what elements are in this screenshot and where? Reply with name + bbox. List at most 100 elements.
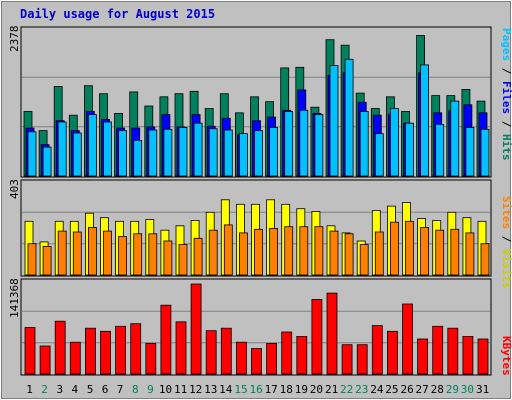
sites-bar: [420, 227, 430, 276]
kbytes-bar: [371, 325, 383, 375]
legend-pages: Pages: [500, 28, 512, 61]
day-label: 7: [117, 383, 124, 396]
day-label: 24: [370, 383, 384, 396]
kbytes-bar: [311, 299, 323, 375]
day-label: 20: [310, 383, 323, 396]
day-labels: 1 2 3 4 5 6 7 8 9 10 11 12 13 14 15 16 17 18 19 20 21 22 23 24 2…: [26, 383, 489, 396]
pages-bar: [314, 114, 324, 177]
sites-bar: [163, 240, 173, 276]
pages-bar: [88, 114, 97, 177]
pages-bar: [359, 111, 369, 177]
sites-bar: [42, 245, 52, 276]
day-label: 23: [355, 383, 368, 396]
legend-files: Files: [500, 81, 512, 114]
day-label: 6: [102, 383, 109, 396]
sites-bar: [72, 231, 82, 276]
day-label: 19: [295, 383, 308, 396]
hits-max-label: 2378: [8, 26, 21, 53]
day-label: 25: [385, 383, 398, 396]
sites-bar: [133, 233, 143, 276]
pages-bar: [208, 128, 218, 177]
legend-top: Pages / Files / Hits: [500, 28, 512, 161]
kbytes-bar: [190, 283, 202, 375]
pages-bar: [389, 108, 399, 177]
sites-bar: [480, 243, 490, 276]
day-label: 31: [476, 383, 489, 396]
sites-bar: [435, 229, 445, 276]
legend-hits: Hits: [500, 134, 512, 161]
chart-title: Daily usage for August 2015: [20, 7, 215, 21]
sites-bar: [27, 243, 37, 276]
kbytes-bar: [356, 344, 368, 375]
pages-bar: [329, 65, 339, 177]
day-label: 15: [234, 383, 247, 396]
sites-bar: [344, 233, 354, 276]
kbytes-bar: [251, 348, 262, 375]
day-label: 1: [26, 383, 33, 396]
day-label: 10: [159, 383, 172, 396]
visits-max-label: 403: [8, 179, 21, 199]
day-label: 13: [204, 383, 217, 396]
kbytes-bar: [386, 330, 398, 375]
sites-bar: [88, 227, 97, 276]
day-label: 2: [41, 383, 48, 396]
legend-middle: Sites / Visits: [500, 196, 512, 289]
day-label: 8: [132, 383, 139, 396]
legend-bottom: KBytes: [500, 336, 512, 376]
kbytes-bar: [220, 327, 232, 375]
kbytes-bar: [39, 345, 51, 375]
pages-bar: [284, 111, 294, 177]
pages-bar: [27, 131, 37, 177]
sites-bar: [465, 232, 475, 276]
day-label: 11: [174, 383, 187, 396]
legend-sites: Sites: [500, 196, 512, 229]
kbytes-bar: [69, 341, 81, 375]
pages-bar: [480, 128, 490, 177]
sites-bar: [389, 221, 399, 276]
sites-bar: [269, 227, 279, 276]
pages-bar: [465, 127, 475, 177]
pages-bar: [299, 109, 309, 177]
sites-bar: [208, 229, 218, 276]
sites-bar: [118, 236, 127, 276]
kbytes-bar: [266, 342, 278, 375]
kbytes-bar: [296, 335, 308, 375]
day-label: 18: [280, 383, 293, 396]
sites-bar: [254, 228, 263, 276]
kbytes-bar: [205, 330, 217, 375]
sites-bar: [223, 224, 233, 276]
pages-bar: [435, 124, 445, 177]
pages-bar: [420, 64, 430, 177]
day-label: 12: [189, 383, 202, 396]
day-label: 9: [147, 383, 154, 396]
day-label: 14: [219, 383, 233, 396]
sites-bar: [57, 230, 67, 276]
day-label: 5: [87, 383, 94, 396]
day-label: 22: [340, 383, 353, 396]
sites-bar: [314, 226, 324, 276]
kbytes-bar: [24, 327, 36, 375]
sites-bar: [450, 228, 460, 276]
sites-bar: [359, 244, 369, 276]
kbytes-bar: [175, 321, 187, 375]
day-label: 27: [415, 383, 428, 396]
pages-bar: [254, 130, 263, 177]
pages-bar: [118, 130, 127, 177]
day-label: 28: [431, 383, 444, 396]
pages-bar: [450, 100, 460, 177]
kbytes-bar: [326, 292, 338, 375]
kbytes-bar: [54, 320, 66, 375]
kbytes-bar: [402, 303, 413, 375]
legend-kbytes: KBytes: [500, 336, 512, 376]
pages-bar: [163, 128, 173, 177]
pages-bar: [344, 58, 354, 177]
kbytes-bar: [100, 330, 111, 375]
sites-bar: [329, 230, 339, 276]
sites-bar: [193, 237, 203, 276]
kbytes-bar: [145, 342, 157, 375]
pages-bar: [405, 122, 414, 177]
sites-bar: [103, 230, 112, 276]
kbytes-bar: [85, 327, 96, 375]
